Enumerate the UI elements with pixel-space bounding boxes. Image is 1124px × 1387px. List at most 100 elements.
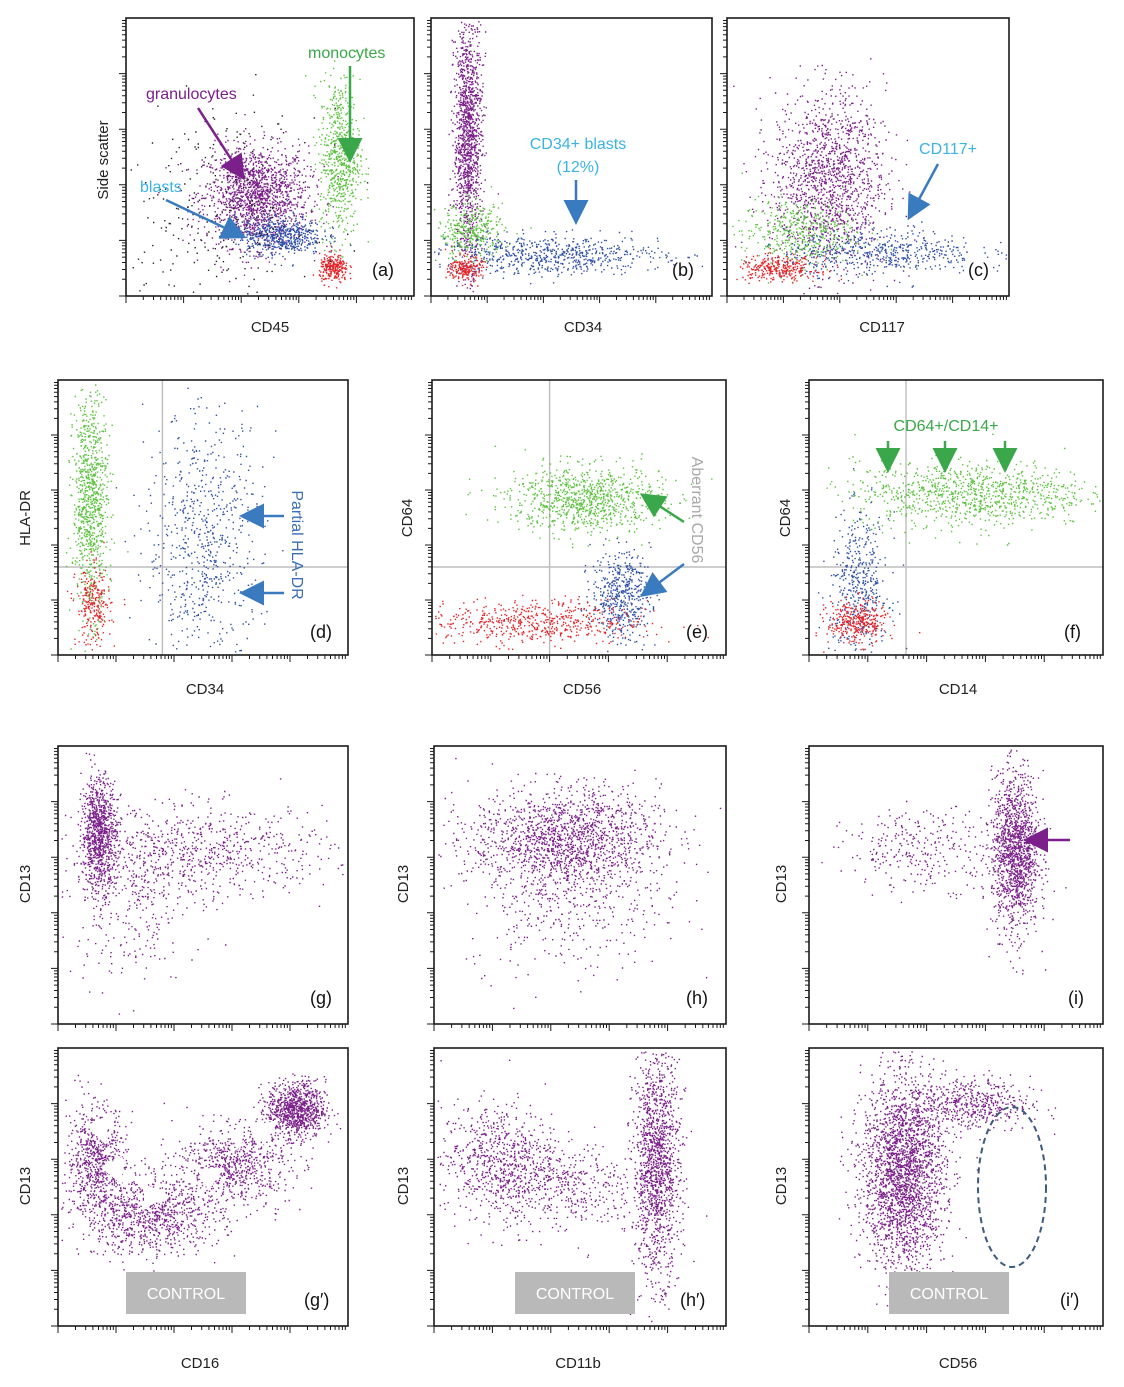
panel-i-prime-control-label: CONTROL — [910, 1286, 988, 1303]
panel-g: (g) CD13 — [17, 745, 349, 1031]
population-mature — [247, 1073, 342, 1147]
axis-ticks — [720, 20, 1007, 303]
panel-c-frame — [726, 17, 1010, 297]
scatter-points — [435, 594, 709, 650]
log-ticks — [802, 748, 1101, 1031]
label-blasts: blasts — [140, 179, 182, 196]
arrow-maturation-4 — [183, 1167, 225, 1192]
panel-g-prime-control-box — [126, 1272, 246, 1314]
arrow-granulocytes — [196, 107, 245, 181]
panel-g-prime-ylabel: CD13 — [17, 1167, 34, 1205]
scatter-points — [158, 114, 339, 283]
population-granulocytes — [448, 21, 499, 293]
population-rising — [144, 1081, 330, 1221]
population-scatter — [821, 800, 1034, 904]
label-cd117: CD117+ — [919, 141, 977, 158]
panel-a-xlabel: CD45 — [251, 319, 289, 336]
panel-h-prime-xlabel: CD11b — [555, 1355, 601, 1372]
label-monocytes: monocytes — [308, 45, 385, 62]
panel-f: (f) CD14 CD64 — [777, 379, 1104, 698]
panel-b: (b) CD34 — [424, 17, 713, 336]
scatter-points — [465, 445, 713, 549]
scatter-points — [437, 1059, 597, 1246]
population-cd34-partial-hla-dr — [115, 387, 284, 653]
panel-b-frame — [430, 17, 713, 297]
axis-ticks — [424, 20, 710, 303]
population-lymphocytes — [736, 248, 843, 284]
scatter-points — [247, 1073, 342, 1147]
panel-e: (e) CD56 CD64 — [399, 379, 727, 698]
panel-i-prime-control-box — [889, 1272, 1009, 1314]
population-granulocytes — [158, 114, 339, 283]
panel-d: (d) CD34 HLA-DR — [17, 379, 349, 698]
panel-g-prime-dots — [61, 1073, 342, 1274]
population-cd64-monocytes — [465, 445, 713, 549]
log-ticks — [424, 20, 710, 303]
log-ticks — [802, 382, 1101, 662]
scatter-points — [434, 229, 704, 285]
log-ticks — [51, 1050, 346, 1333]
panel-h-prime: CONTROL (h′) CD11b CD13 — [395, 1047, 727, 1372]
panel-h-prime-control-box — [515, 1272, 635, 1314]
scatter-points — [821, 800, 1034, 904]
panel-a-dots — [130, 50, 370, 295]
scatter-points — [826, 433, 1101, 546]
panel-f-ylabel: CD64 — [777, 499, 794, 537]
panel-h: (h) CD13 — [395, 745, 727, 1031]
panel-e-frame — [431, 379, 727, 656]
panel-i-frame — [808, 745, 1104, 1025]
axis-ticks — [51, 748, 346, 1031]
scatter-points — [215, 200, 352, 267]
annotation-layer: granulocytes monocytes blasts CD34+ blas… — [85, 45, 1070, 1209]
panel-b-xlabel: CD34 — [564, 319, 602, 336]
scatter-points — [65, 384, 129, 652]
panel-g-prime-control-label: CONTROL — [147, 1286, 225, 1303]
panel-d-frame — [57, 379, 349, 656]
panel-d-letter: (d) — [310, 622, 332, 642]
log-ticks — [51, 382, 346, 662]
label-cd34-blasts: CD34+ blasts — [530, 136, 627, 153]
axis-ticks — [51, 382, 346, 662]
panel-g-prime: CONTROL (g′) CD16 CD13 — [17, 1047, 349, 1372]
panel-a-frame — [125, 17, 415, 297]
population-cd64-cd14- — [826, 433, 1101, 546]
scatter-points — [623, 1051, 708, 1323]
population-lymphocytes — [444, 248, 488, 287]
axis-ticks — [119, 20, 412, 303]
log-ticks — [427, 1050, 724, 1333]
panel-g-dots — [61, 752, 344, 1015]
scatter-points — [443, 800, 708, 1010]
arrow-maturation-1 — [85, 1109, 110, 1145]
arrow-blasts — [165, 198, 247, 239]
panel-a: (a) CD45 Side scatter — [95, 17, 415, 336]
panel-i-ylabel: CD13 — [773, 865, 790, 903]
axis-ticks — [427, 748, 724, 1031]
panel-b-letter: (b) — [672, 260, 694, 280]
panel-h-letter: (h) — [686, 988, 708, 1008]
panel-i-prime: CONTROL (i′) CD56 CD13 — [773, 1047, 1104, 1372]
population-trough — [61, 1150, 277, 1274]
panel-f-dots — [815, 433, 1101, 653]
panel-c-xlabel: CD117 — [859, 319, 905, 336]
panel-h-prime-ylabel: CD13 — [395, 1167, 412, 1205]
panel-i-prime-empty-region-ellipse — [977, 1106, 1047, 1268]
panel-a-letter: (a) — [372, 260, 394, 280]
log-ticks — [51, 748, 346, 1031]
scatter-points — [305, 50, 370, 276]
log-ticks — [119, 20, 412, 303]
label-cd64-cd14: CD64+/CD14+ — [894, 418, 999, 435]
scatter-points — [444, 248, 488, 287]
panel-f-xlabel: CD14 — [939, 681, 977, 698]
population-scatter — [61, 798, 227, 1015]
population-early — [437, 1059, 597, 1246]
population-monocytes — [65, 384, 129, 652]
log-ticks — [425, 382, 724, 662]
population-lymphocytes — [815, 591, 921, 653]
axis-ticks — [425, 382, 724, 662]
log-ticks — [802, 1050, 1101, 1333]
panel-a-ylabel: Side scatter — [95, 120, 112, 199]
population-scatter — [443, 800, 708, 1010]
panel-h-prime-dots — [437, 1051, 708, 1323]
